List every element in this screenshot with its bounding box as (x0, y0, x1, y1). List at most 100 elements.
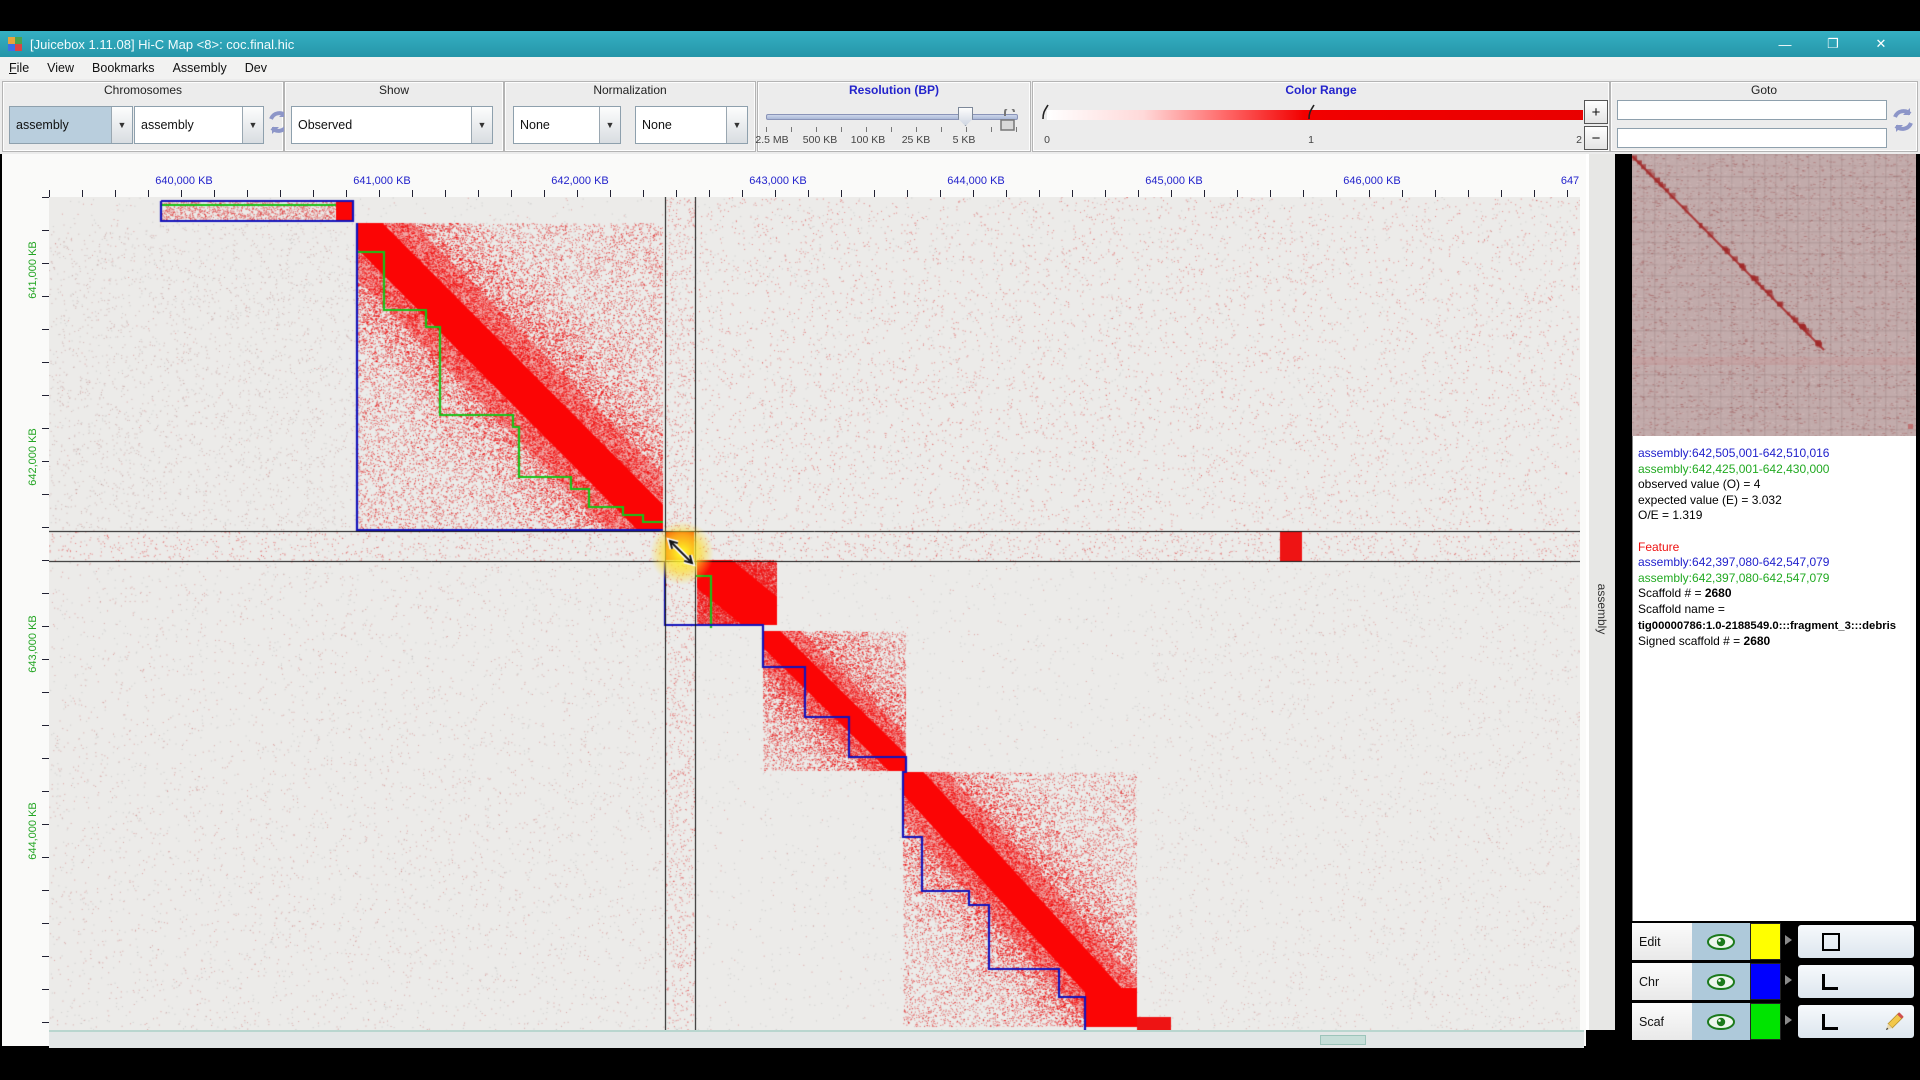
legend-label: Edit (1632, 923, 1692, 960)
show-dropdown[interactable]: Observed ▼ (291, 106, 493, 144)
color-range-tick-label: 0 (1044, 134, 1050, 146)
x-axis-label: 644,000 KB (947, 175, 1005, 187)
menu-item-view[interactable]: View (47, 61, 75, 75)
color-range-group-title: Color Range (1285, 83, 1357, 97)
goto-input-x[interactable] (1617, 100, 1887, 120)
legend-label: Scaf (1632, 1003, 1692, 1040)
x-axis-label: 645,000 KB (1145, 175, 1203, 187)
chevron-down-icon[interactable]: ▼ (471, 107, 492, 143)
title-bar: [Juicebox 1.11.08] Hi-C Map <8>: coc.fin… (0, 31, 1920, 57)
visibility-toggle[interactable] (1692, 923, 1750, 960)
lock-icon[interactable] (998, 109, 1018, 133)
pencil-edit-icon[interactable] (1880, 1010, 1906, 1036)
legend-row-chr: Chr (1632, 963, 1916, 1000)
goto-group-title: Goto (1750, 83, 1777, 97)
shape-style-button[interactable] (1798, 1005, 1914, 1038)
info-line: assembly:642,397,080-642,547,079 (1638, 570, 1830, 585)
show-group: Show Observed ▼ (284, 81, 504, 152)
chromosomes-group-title: Chromosomes (103, 83, 183, 97)
visibility-toggle[interactable] (1692, 963, 1750, 1000)
resolution-slider-track[interactable] (766, 114, 1018, 120)
x-axis-label: 646,000 KB (1343, 175, 1401, 187)
resolution-tick-label: 100 KB (850, 134, 886, 146)
toolbar: Chromosomes assembly ▼ assembly ▼ Show O… (0, 79, 1920, 154)
visibility-toggle[interactable] (1692, 1003, 1750, 1040)
menu-item-dev[interactable]: Dev (244, 61, 267, 75)
chevron-down-icon[interactable]: ▼ (599, 107, 620, 143)
resolution-tick-label: 25 KB (901, 134, 931, 146)
normalization-dropdown-2[interactable]: None ▼ (635, 106, 748, 144)
chevron-down-icon[interactable]: ▼ (242, 107, 263, 143)
close-button[interactable]: ✕ (1875, 36, 1887, 51)
shape-style-button[interactable] (1798, 925, 1914, 958)
chevron-down-icon[interactable]: ▼ (726, 107, 747, 143)
info-line: expected value (E) = 3.032 (1638, 492, 1782, 507)
minimize-button[interactable]: — (1778, 36, 1792, 52)
info-line: assembly:642,397,080-642,547,079 (1638, 555, 1830, 570)
menu-item-bookmarks[interactable]: Bookmarks (92, 61, 155, 75)
color-range-plus-button[interactable]: + (1584, 100, 1608, 124)
legend-row-scaf: Scaf (1632, 1003, 1916, 1040)
resolution-ticks (766, 127, 1017, 133)
menu-item-assembly[interactable]: Assembly (172, 61, 227, 75)
color-range-low-thumb[interactable] (1041, 104, 1051, 120)
resolution-group: Resolution (BP) 2.5 MB 500 KB 100 KB 25 KB 5… (755, 81, 1031, 152)
horizontal-scrollbar[interactable] (49, 1030, 1584, 1048)
chevron-down-icon[interactable]: ▼ (111, 107, 132, 143)
resolution-tick-label: 2.5 MB (755, 134, 789, 146)
info-line: Signed scaffold # = 2680 (1638, 634, 1771, 649)
resolution-tick-label: 5 KB (952, 134, 976, 146)
y-axis-label: 641,000 KB (27, 241, 39, 299)
info-line: Scaffold # = 2680 (1638, 586, 1732, 601)
show-group-title: Show (378, 83, 410, 97)
info-line: Feature (1638, 539, 1680, 554)
vertical-track-strip[interactable]: assembly (1586, 154, 1615, 1030)
chromosome-y-dropdown[interactable]: assembly ▼ (134, 106, 264, 144)
x-axis-label: 642,000 KB (551, 175, 609, 187)
tooltip-info-panel: assembly:642,505,001-642,510,016 assembly… (1632, 436, 1916, 921)
info-line: tig00000786:1.0-2188549.0:::fragment_3::… (1638, 619, 1897, 632)
shape-L-icon (1822, 973, 1838, 990)
info-line: Scaffold name = (1638, 601, 1725, 616)
overview-thumbnail-map[interactable] (1632, 154, 1916, 436)
color-swatch[interactable] (1750, 963, 1781, 1000)
info-line: assembly:642,505,001-642,510,016 (1638, 446, 1830, 460)
track-legend: Edit Chr Scaf (1632, 921, 1916, 1042)
resolution-tick-label: 500 KB (802, 134, 838, 146)
color-range-mid-thumb[interactable] (1307, 104, 1317, 120)
normalization-group-title: Normalization (593, 83, 667, 97)
expand-arrow-icon[interactable] (1785, 1015, 1792, 1025)
resolution-slider-thumb[interactable] (958, 107, 973, 126)
x-axis-label: 647 (1560, 175, 1580, 187)
chromosome-x-dropdown[interactable]: assembly ▼ (9, 106, 133, 144)
x-axis-label: 640,000 KB (155, 175, 213, 187)
normalization-dropdown-1[interactable]: None ▼ (513, 106, 621, 144)
legend-label: Chr (1632, 963, 1692, 1000)
goto-group: Goto (1610, 81, 1918, 152)
info-line: assembly:642,425,001-642,430,000 (1638, 461, 1830, 476)
shape-style-button[interactable] (1798, 965, 1914, 998)
eye-icon (1707, 1013, 1735, 1030)
shape-L-icon (1822, 1013, 1838, 1030)
info-line: O/E = 1.319 (1638, 508, 1703, 523)
goto-input-y[interactable] (1617, 128, 1887, 148)
color-swatch[interactable] (1750, 1003, 1781, 1040)
legend-row-edit: Edit (1632, 923, 1916, 960)
color-range-tick-label: 2 (1576, 134, 1582, 146)
info-line (1633, 524, 1916, 540)
scrollbar-handle[interactable] (1320, 1035, 1366, 1045)
hic-contact-map[interactable] (49, 197, 1580, 1030)
expand-arrow-icon[interactable] (1785, 935, 1792, 945)
assembly-track-label: assembly (1595, 583, 1609, 635)
color-range-gradient[interactable] (1047, 110, 1583, 120)
color-range-tick-label: 1 (1308, 134, 1314, 146)
maximize-button[interactable]: ❐ (1827, 36, 1839, 51)
goto-refresh-icon[interactable] (1889, 106, 1917, 134)
color-range-minus-button[interactable]: − (1584, 126, 1608, 150)
expand-arrow-icon[interactable] (1785, 975, 1792, 985)
app-icon (8, 37, 22, 51)
color-swatch[interactable] (1750, 923, 1781, 960)
